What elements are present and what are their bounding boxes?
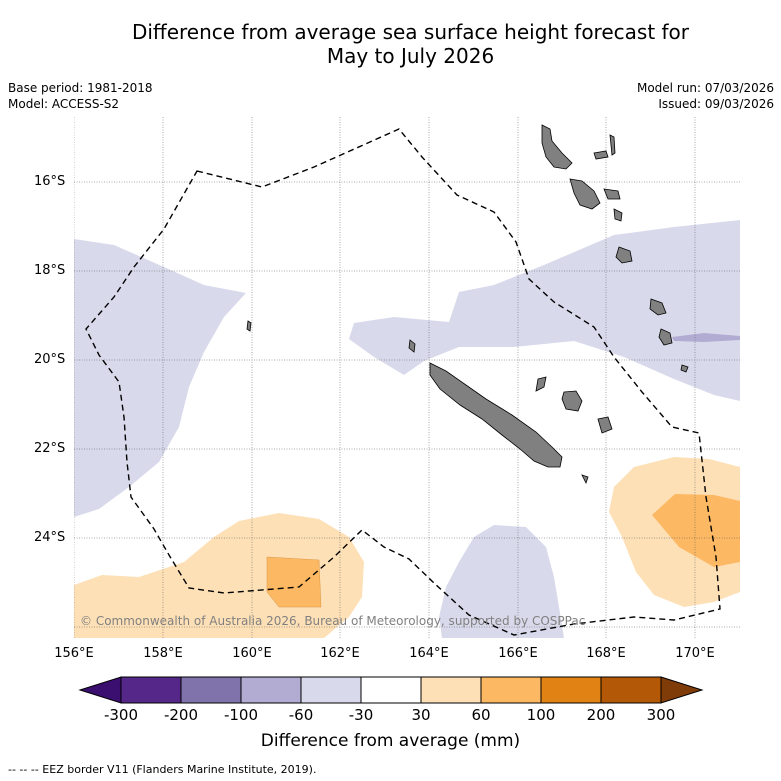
lon-label-162e: 162°E xyxy=(320,646,360,661)
lon-label-168e: 168°E xyxy=(586,646,626,661)
anomaly-region-west xyxy=(74,239,246,517)
lat-label-24s: 24°S xyxy=(34,530,66,545)
map-svg xyxy=(74,117,740,638)
copyright-credit: © Commonwealth of Australia 2026, Bureau… xyxy=(80,614,586,628)
anomaly-strip-east xyxy=(672,333,740,342)
colorbar-label: 200 xyxy=(586,706,616,724)
anomaly-region-south xyxy=(439,525,564,638)
lat-label-18s: 18°S xyxy=(34,263,66,278)
eez-border xyxy=(85,128,721,636)
colorbar-label: 60 xyxy=(471,706,491,724)
lat-label-20s: 20°S xyxy=(34,352,66,367)
colorbar-label: -300 xyxy=(103,706,139,724)
base-period-text: Base period: 1981-2018 xyxy=(8,81,153,95)
colorbar-segment xyxy=(420,676,482,704)
colorbar-segment xyxy=(240,676,302,704)
eez-legend-note: -- -- -- EEZ border V11 (Flanders Marine… xyxy=(8,763,317,776)
chart-title: Difference from average sea surface heig… xyxy=(0,20,781,68)
land-new-caledonia xyxy=(246,320,613,485)
colorbar-segment-extend-high xyxy=(660,676,704,704)
colorbar-label: -200 xyxy=(163,706,199,724)
colorbar-segment xyxy=(600,676,662,704)
lon-label-158e: 158°E xyxy=(143,646,183,661)
model-run-text: Model run: 07/03/2026 xyxy=(636,81,774,95)
meta-right: Model run: 07/03/2026 Issued: 09/03/2026 xyxy=(637,80,774,112)
positive-core-southwest xyxy=(266,556,322,608)
positive-core-east xyxy=(652,494,740,567)
lat-label-22s: 22°S xyxy=(34,441,66,456)
colorbar-segment xyxy=(180,676,242,704)
issued-text: Issued: 09/03/2026 xyxy=(658,97,774,111)
gridlines xyxy=(74,117,740,638)
colorbar-segment xyxy=(360,676,422,704)
title-line-1: Difference from average sea surface heig… xyxy=(131,20,690,44)
lon-label-170e: 170°E xyxy=(675,646,715,661)
colorbar-label: -100 xyxy=(223,706,259,724)
colorbar-segment xyxy=(540,676,602,704)
land-vanuatu xyxy=(541,124,689,373)
lon-label-164e: 164°E xyxy=(409,646,449,661)
anomaly-region-central-east xyxy=(349,220,740,401)
colorbar-label: 100 xyxy=(526,706,556,724)
colorbar-segment xyxy=(480,676,542,704)
colorbar-label: 300 xyxy=(646,706,676,724)
colorbar-title: Difference from average (mm) xyxy=(260,731,521,751)
lon-label-166e: 166°E xyxy=(498,646,538,661)
lat-label-16s: 16°S xyxy=(34,174,66,189)
colorbar xyxy=(78,676,704,704)
colorbar-label: 30 xyxy=(411,706,431,724)
meta-left: Base period: 1981-2018 Model: ACCESS-S2 xyxy=(8,80,153,112)
colorbar-segment xyxy=(120,676,182,704)
lon-label-156e: 156°E xyxy=(54,646,94,661)
colorbar-segment xyxy=(300,676,362,704)
colorbar-segment-extend-low xyxy=(78,676,122,704)
lon-label-160e: 160°E xyxy=(232,646,272,661)
colorbar-label: -60 xyxy=(288,706,314,724)
colorbar-label: -30 xyxy=(348,706,374,724)
title-line-2: May to July 2026 xyxy=(326,44,495,68)
model-text: Model: ACCESS-S2 xyxy=(8,97,120,111)
map-area xyxy=(74,117,740,638)
